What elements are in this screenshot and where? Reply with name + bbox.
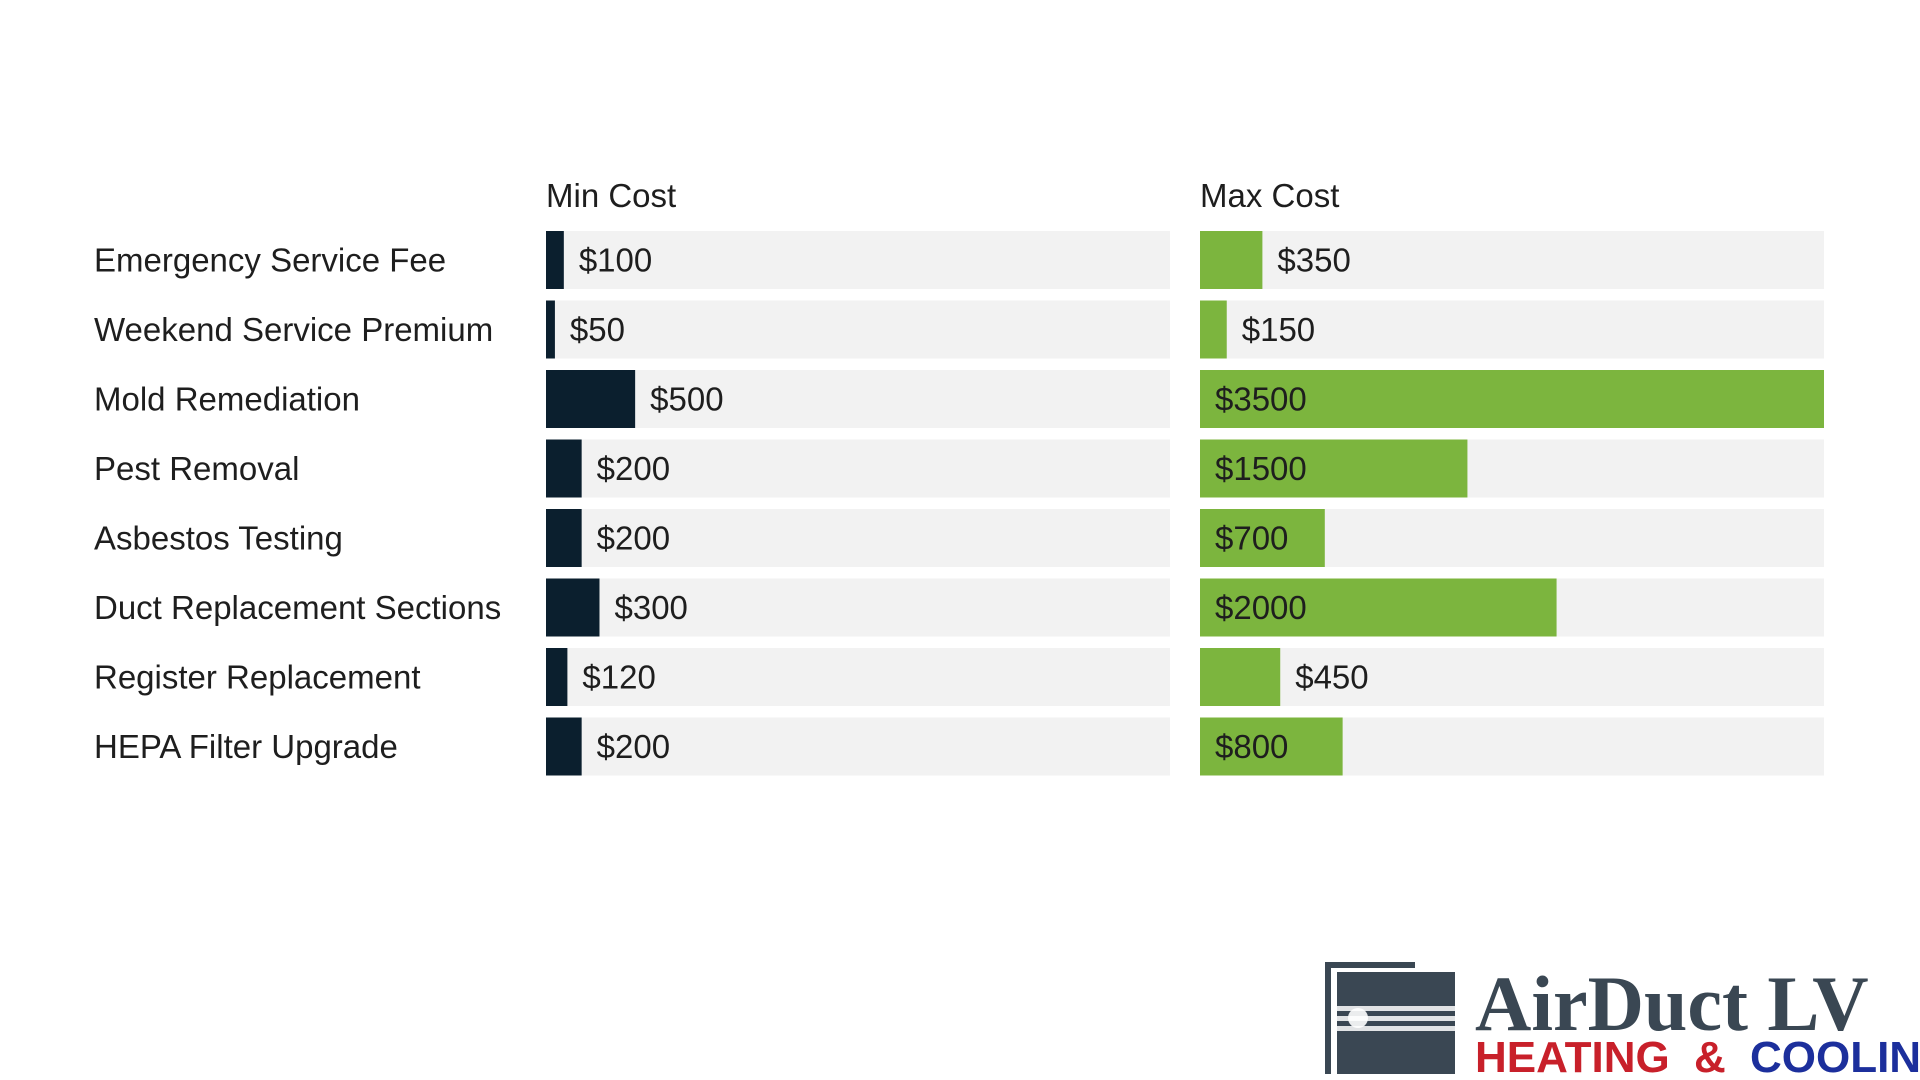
value-label: $3500 [1215,381,1307,418]
bar-track [1200,231,1824,289]
category-label: Duct Replacement Sections [94,589,501,626]
category-label: Mold Remediation [94,381,360,418]
value-label: $120 [582,659,655,696]
logo-tagline: HEATING & COOLING [1475,1033,1920,1080]
value-label: $800 [1215,728,1288,765]
value-label: $450 [1295,659,1368,696]
bar [1200,717,1343,776]
logo-cooling: COOLING [1750,1033,1920,1080]
airduct-logo: AirDuct LV HEATING & COOLING [1325,960,1920,1080]
value-label: $1500 [1215,450,1307,487]
value-label: $200 [597,728,670,765]
bar-track [546,509,1170,567]
bar [1200,578,1557,637]
duct-vent-icon [1325,962,1491,1074]
category-label: Weekend Service Premium [94,311,493,348]
value-label: $200 [597,520,670,557]
bar [546,717,582,776]
bar-track [546,439,1170,498]
category-label: Emergency Service Fee [94,242,446,279]
bar [546,648,568,706]
value-label: $300 [614,589,687,626]
logo-heating: HEATING [1475,1033,1670,1080]
category-label: Pest Removal [94,450,299,487]
bar [546,231,564,289]
logo-ampersand: & [1694,1033,1726,1080]
bar-track [546,717,1170,776]
bar [1200,300,1227,359]
value-label: $150 [1242,311,1315,348]
bar [546,300,555,359]
bar-track [546,231,1170,289]
bar-track [546,370,1170,428]
bar-track [546,578,1170,637]
bar [546,370,636,428]
bar [546,439,582,498]
bar [1200,370,1824,428]
value-label: $500 [650,381,723,418]
value-label: $50 [570,311,625,348]
bar [1200,648,1281,706]
value-label: $700 [1215,520,1288,557]
category-label: HEPA Filter Upgrade [94,728,398,765]
bar [1200,231,1263,289]
bar-track [1200,300,1824,359]
column-title-0: Min Cost [546,177,676,214]
category-label: Register Replacement [94,659,421,696]
bar [546,578,600,637]
value-label: $2000 [1215,589,1307,626]
bar-track [546,300,1170,359]
logo-brand-text: AirDuct LV [1475,960,1869,1047]
value-label: $100 [579,242,652,279]
bar [546,509,582,567]
value-label: $350 [1277,242,1350,279]
bar [1200,439,1468,498]
bar [1200,509,1325,567]
column-title-1: Max Cost [1200,177,1339,214]
bar-track [546,648,1170,706]
value-label: $200 [597,450,670,487]
category-label: Asbestos Testing [94,520,343,557]
bar-track [1200,648,1824,706]
